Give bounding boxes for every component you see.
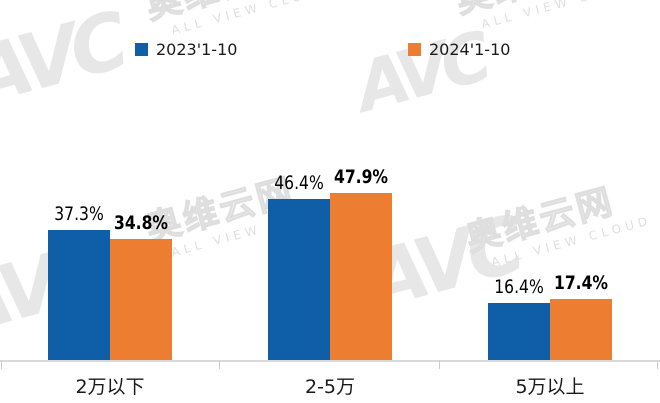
bar-2024-under-2w: 34.8% xyxy=(110,212,172,360)
axis-tick xyxy=(657,360,658,369)
value-label-2023-under-2w: 37.3% xyxy=(54,203,104,226)
watermark-brand-text: 奥维云网 ALL VIEW CLOUD xyxy=(461,175,654,274)
legend-label-2023: 2023'1-10 xyxy=(156,40,238,59)
bar-group-under-2w: 37.3% 34.8% xyxy=(0,203,220,360)
axis-tick xyxy=(439,360,440,369)
legend-swatch-2023 xyxy=(135,43,148,56)
category-label-under-2w: 2万以下 xyxy=(75,376,145,398)
legend-swatch-2024 xyxy=(408,43,421,56)
bar-2024-2-5w: 47.9% xyxy=(330,166,392,360)
value-label-2023-over-5w: 16.4% xyxy=(494,275,544,298)
watermark-brand-text: 奥维云网 ALL VIEW CLOUD xyxy=(141,0,334,42)
category-label-2-5w: 2-5万 xyxy=(304,376,356,398)
watermark-avc-logo: AVC xyxy=(0,0,132,123)
bar-group-2-5w: 46.4% 47.9% xyxy=(220,166,440,360)
watermark-cn-text: 奥维云网 xyxy=(141,0,329,28)
value-label-2024-2-5w: 47.9% xyxy=(333,166,389,189)
watermark-cn-text: 奥维云网 xyxy=(461,181,619,260)
watermark-brand-text: 奥维云网 ALL VIEW CLOUD xyxy=(451,0,644,36)
watermark-cn-text: 奥维云网 xyxy=(451,0,639,22)
watermark-en-text: ALL VIEW CLOUD xyxy=(169,0,334,38)
value-label-2023-2-5w: 46.4% xyxy=(274,171,324,194)
category-label-over-5w: 5万以上 xyxy=(515,376,585,398)
bar-group-over-5w: 16.4% 17.4% xyxy=(440,272,660,360)
bar-2023-over-5w: 16.4% xyxy=(488,276,550,360)
value-label-2024-over-5w: 17.4% xyxy=(553,272,609,295)
x-axis-line xyxy=(0,360,660,362)
watermark-en-text: ALL VIEW CLOUD xyxy=(479,0,644,32)
legend-item-2023: 2023'1-10 xyxy=(135,40,237,59)
legend-label-2024: 2024'1-10 xyxy=(429,40,511,59)
axis-tick xyxy=(1,360,2,369)
bar-2024-over-5w: 17.4% xyxy=(550,272,612,360)
legend-item-2024: 2024'1-10 xyxy=(408,40,510,59)
axis-tick xyxy=(219,360,220,369)
watermark-en-text: ALL VIEW CLOUD xyxy=(489,212,654,270)
bar-2023-2-5w: 46.4% xyxy=(268,172,330,360)
watermark-avc-logo: AVC xyxy=(348,18,494,129)
value-label-2024-under-2w: 34.8% xyxy=(113,211,169,234)
bar-2023-under-2w: 37.3% xyxy=(48,203,110,360)
